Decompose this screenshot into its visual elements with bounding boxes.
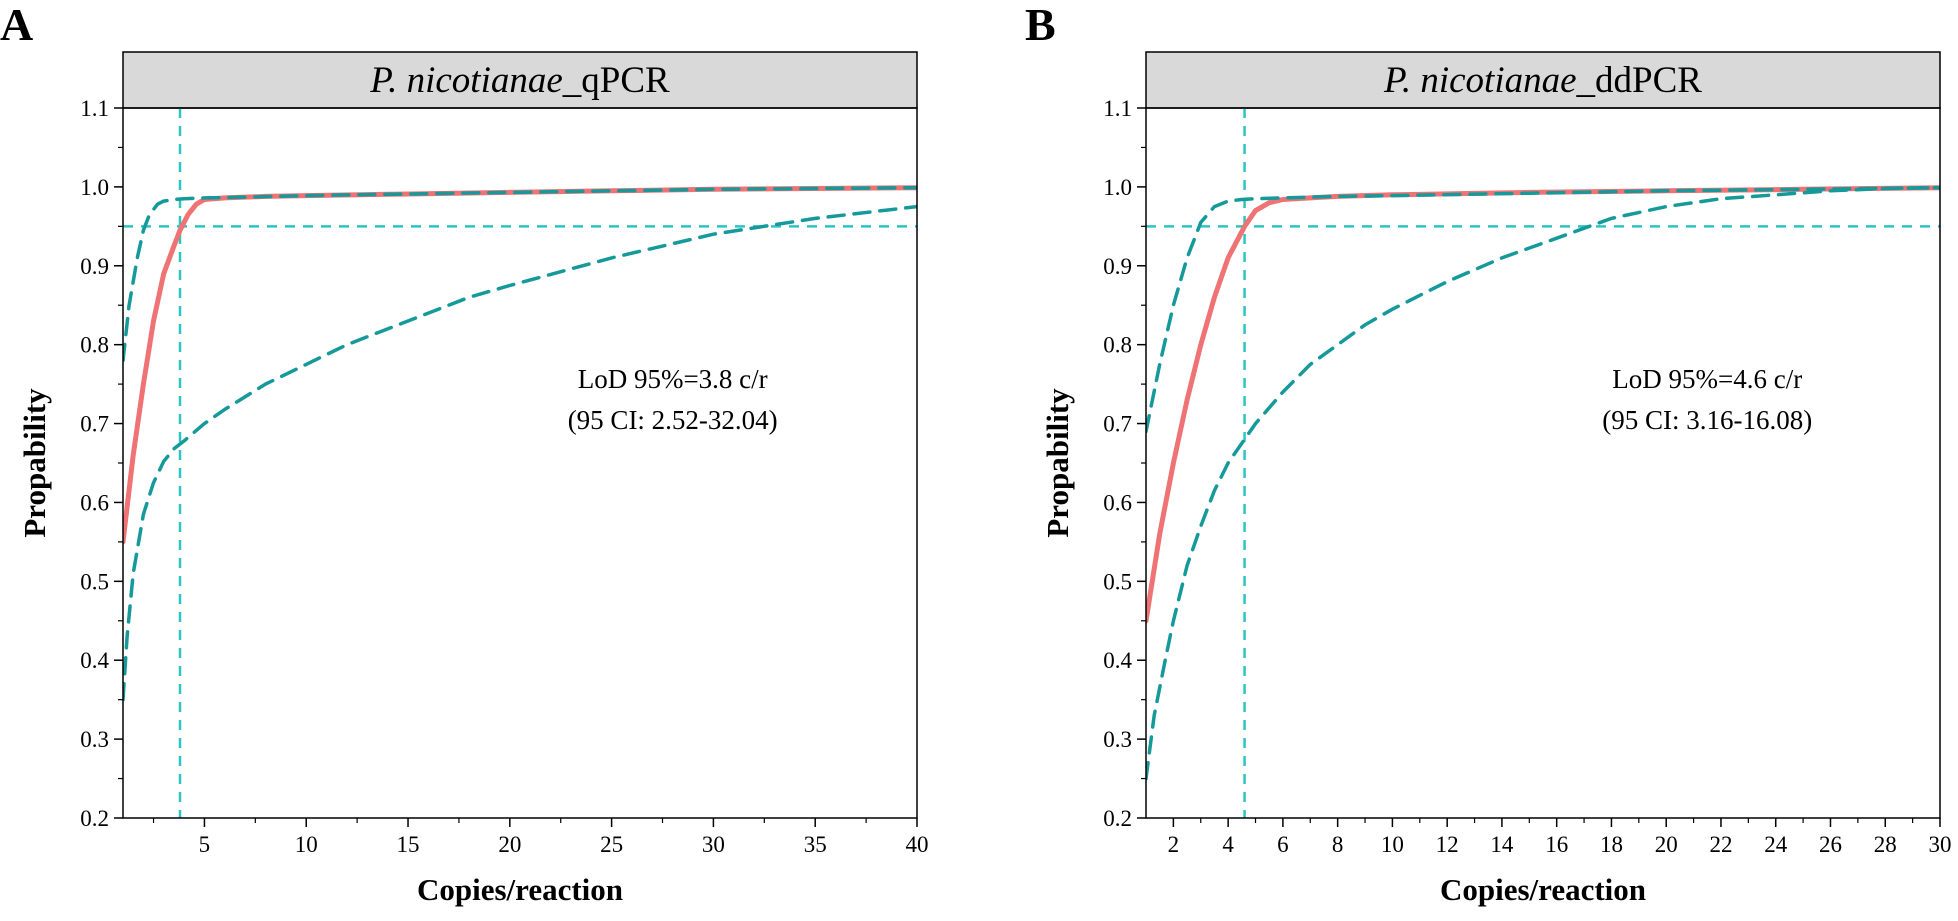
lod-annotation: LoD 95%=3.8 c/r (578, 364, 768, 394)
x-tick-label: 14 (1490, 832, 1514, 857)
x-axis-label: Copies/reaction (1440, 872, 1646, 907)
x-tick-label: 20 (1655, 832, 1678, 857)
x-tick-label: 10 (295, 832, 318, 857)
y-tick-label: 0.3 (1103, 727, 1132, 752)
x-tick-label: 10 (1381, 832, 1404, 857)
y-tick-label: 0.7 (80, 412, 109, 437)
y-tick-label: 1.0 (80, 175, 109, 200)
x-tick-label: 12 (1436, 832, 1459, 857)
y-tick-label: 0.8 (80, 333, 109, 358)
chart-title: P. nicotianae_ddPCR (1383, 60, 1702, 101)
y-tick-label: 0.4 (80, 648, 109, 673)
x-tick-label: 20 (498, 832, 521, 857)
y-tick-label: 0.3 (80, 727, 109, 752)
chart-title-species: P. nicotianae (369, 60, 563, 101)
ci-annotation: (95 CI: 2.52-32.04) (568, 405, 778, 435)
chart-title-method: _qPCR (562, 60, 670, 101)
y-tick-label: 1.1 (1103, 96, 1132, 121)
title-strip (1145, 51, 1941, 109)
x-tick-label: 25 (600, 832, 623, 857)
panel-label: A (0, 0, 33, 50)
y-tick-label: 0.2 (80, 806, 109, 831)
panel-b: B P. nicotianae_ddPCR 0.2 0.3 0.4 0.5 0.6 0.7 0.… (1025, 0, 1952, 907)
y-tick-label: 0.7 (1103, 412, 1132, 437)
y-tick-label: 0.5 (1103, 569, 1132, 594)
series-lower-ci (1146, 185, 1940, 781)
series-upper-ci (123, 185, 917, 363)
plot-frame (1145, 107, 1941, 819)
y-axis-label: Propability (1040, 388, 1075, 538)
x-tick-label: 40 (906, 832, 929, 857)
series-fit-curve (123, 185, 917, 545)
y-tick-label: 0.8 (1103, 333, 1132, 358)
y-tick-label: 1.0 (1103, 175, 1132, 200)
y-axis-label: Propability (17, 388, 52, 538)
x-tick-label: 26 (1819, 832, 1842, 857)
lod-annotation: LoD 95%=4.6 c/r (1612, 364, 1802, 394)
panel-label: B (1025, 0, 1056, 50)
y-tick-label: 0.6 (80, 490, 109, 515)
series-lower-ci (123, 204, 917, 702)
y-tick-label: 1.1 (80, 96, 109, 121)
y-tick-label: 0.4 (1103, 648, 1132, 673)
x-tick-label: 35 (804, 832, 827, 857)
plot-frame (122, 107, 918, 819)
y-tick-label: 0.2 (1103, 806, 1132, 831)
x-tick-label: 30 (702, 832, 725, 857)
panel-a: A P. nicotianae_qPCR 0.2 0.3 0.4 0.5 0.6 0.7 0.8… (0, 0, 929, 907)
y-tick-label: 0.9 (1103, 254, 1132, 279)
x-tick-label: 6 (1277, 832, 1289, 857)
x-tick-label: 8 (1332, 832, 1344, 857)
y-tick-label: 0.9 (80, 254, 109, 279)
chart-title: P. nicotianae_qPCR (369, 60, 670, 101)
x-tick-label: 15 (397, 832, 420, 857)
x-axis-label: Copies/reaction (417, 872, 623, 907)
chart-title-method: _ddPCR (1576, 60, 1703, 101)
y-tick-label: 0.6 (1103, 490, 1132, 515)
series-upper-ci (1146, 185, 1940, 434)
x-tick-label: 2 (1168, 832, 1180, 857)
series-fit-curve (1146, 185, 1940, 624)
x-tick-label: 18 (1600, 832, 1623, 857)
x-tick-label: 28 (1874, 832, 1897, 857)
x-tick-label: 16 (1545, 832, 1568, 857)
x-tick-label: 4 (1222, 832, 1234, 857)
x-tick-label: 5 (199, 832, 211, 857)
x-tick-label: 24 (1764, 832, 1788, 857)
chart-title-species: P. nicotianae (1383, 60, 1577, 101)
x-tick-label: 22 (1709, 832, 1732, 857)
ci-annotation: (95 CI: 3.16-16.08) (1602, 405, 1812, 435)
title-strip (122, 51, 918, 109)
x-tick-label: 30 (1929, 832, 1952, 857)
y-tick-label: 0.5 (80, 569, 109, 594)
